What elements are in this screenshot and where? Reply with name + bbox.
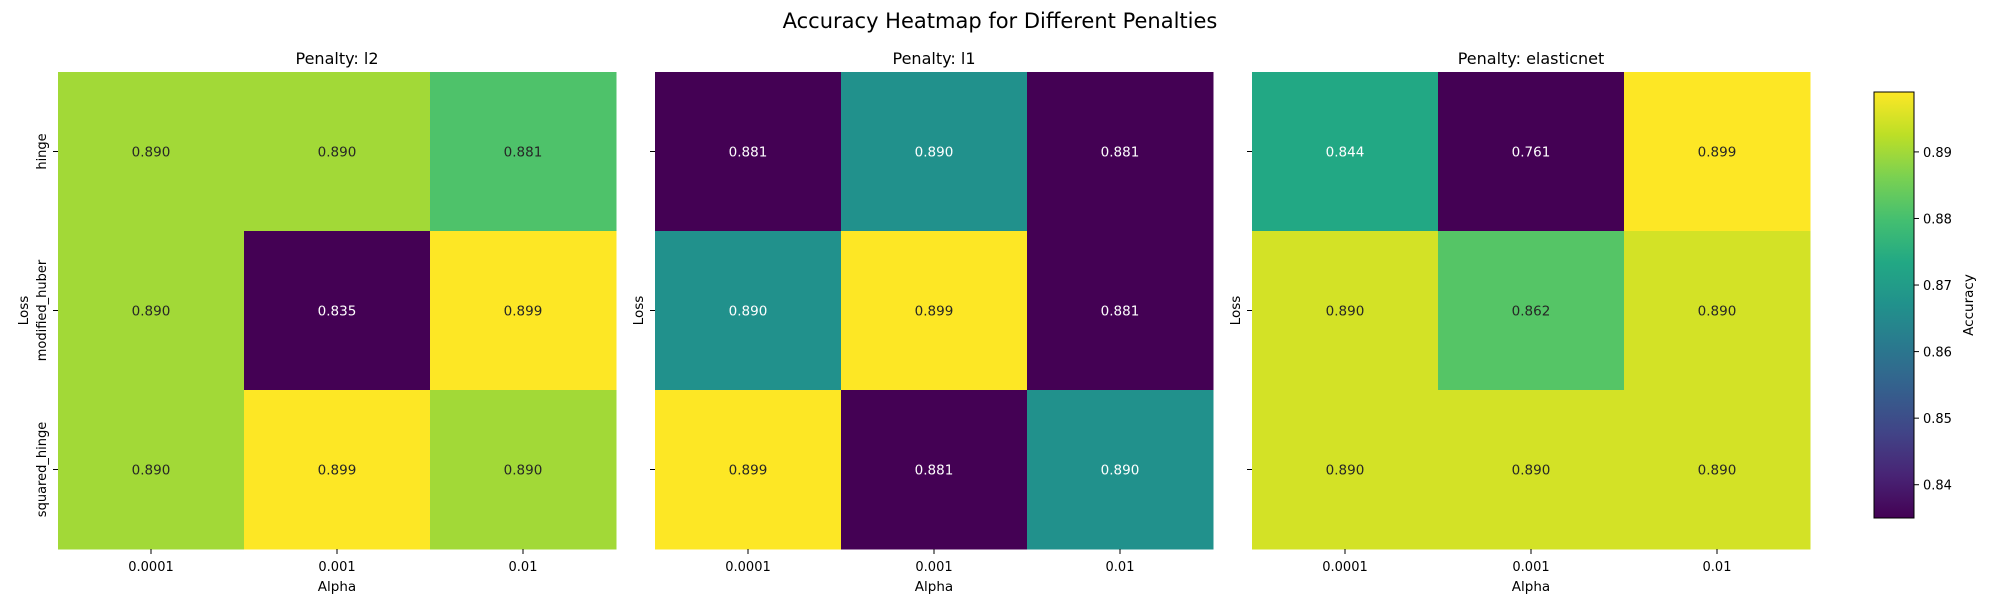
cell-value-label: 0.899 (504, 304, 543, 320)
heatmap-cell (58, 390, 245, 550)
figure-title: Accuracy Heatmap for Different Penalties (783, 9, 1218, 33)
cell-value-label: 0.890 (318, 145, 357, 161)
cell-value-label: 0.890 (1698, 463, 1737, 479)
heatmap-cell (430, 231, 617, 391)
heatmap-cell (841, 72, 1028, 232)
heatmap-cell (430, 390, 617, 550)
cell-value-label: 0.890 (1326, 304, 1365, 320)
cell-value-label: 0.890 (132, 463, 171, 479)
y-axis-label: Loss (16, 296, 32, 326)
cell-value-label: 0.890 (1698, 304, 1737, 320)
heatmap-cell (1252, 390, 1439, 550)
cell-value-label: 0.761 (1512, 145, 1551, 161)
x-axis-label: Alpha (915, 579, 953, 595)
panel-title: Penalty: l2 (296, 49, 379, 68)
heatmap-cell (655, 390, 842, 550)
colorbar-gradient (1873, 91, 1915, 519)
y-tick-label: hinge (35, 133, 50, 169)
cell-value-label: 0.890 (915, 145, 954, 161)
heatmap-cell (244, 390, 431, 550)
x-tick-label: 0.0001 (725, 560, 771, 575)
panel-1: Penalty: l2 0.890 0.890 0.881 0.890 0.835 0.89… (16, 49, 617, 595)
heatmap-cell (1624, 390, 1811, 550)
colorbar-tick-label: 0.85 (1923, 412, 1952, 427)
panel-title: Penalty: elasticnet (1458, 49, 1605, 68)
heatmap-cell (58, 231, 245, 391)
panel-title: Penalty: l1 (893, 49, 976, 68)
heatmap-cell (655, 72, 842, 232)
cell-value-label: 0.881 (729, 145, 768, 161)
cell-value-label: 0.862 (1512, 304, 1551, 320)
cell-value-label: 0.890 (1512, 463, 1551, 479)
heatmap-cell (244, 72, 431, 232)
heatmap-cell (655, 231, 842, 391)
x-tick-label: 0.01 (1106, 560, 1135, 575)
cell-value-label: 0.881 (1101, 304, 1140, 320)
heatmap-cell (1252, 231, 1439, 391)
heatmap-cell (1624, 72, 1811, 232)
x-axis-label: Alpha (1512, 579, 1550, 595)
colorbar-tick-label: 0.86 (1923, 346, 1952, 361)
colorbar-tick-label: 0.89 (1923, 146, 1952, 161)
x-tick-label: 0.001 (318, 560, 355, 575)
cell-value-label: 0.899 (318, 463, 357, 479)
cell-value-label: 0.899 (729, 463, 768, 479)
x-axis-label: Alpha (318, 579, 356, 595)
cell-value-label: 0.890 (1326, 463, 1365, 479)
cell-value-label: 0.844 (1326, 145, 1365, 161)
cell-value-label: 0.890 (729, 304, 768, 320)
cell-value-label: 0.899 (915, 304, 954, 320)
heatmap-cell (1252, 72, 1439, 232)
x-tick-label: 0.01 (1703, 560, 1732, 575)
cell-value-label: 0.835 (318, 304, 357, 320)
x-tick-label: 0.0001 (1322, 560, 1368, 575)
y-tick-label: squared_hinge (35, 422, 50, 517)
cell-value-label: 0.881 (504, 145, 543, 161)
heatmap-cell (1624, 231, 1811, 391)
x-tick-label: 0.001 (1512, 560, 1549, 575)
colorbar: 0.84 0.85 0.86 0.87 0.88 0.89 Accuracy (1873, 91, 1977, 519)
colorbar-label: Accuracy (1961, 274, 1977, 336)
cell-value-label: 0.890 (1101, 463, 1140, 479)
colorbar-tick-label: 0.84 (1923, 479, 1952, 494)
y-axis-label: Loss (1228, 296, 1244, 326)
heatmap-cell (1438, 72, 1625, 232)
heatmap-panels: Penalty: l2 0.890 0.890 0.881 0.890 0.835 0.89… (16, 49, 1811, 595)
heatmap-cell (244, 231, 431, 391)
heatmap-cell (1027, 390, 1214, 550)
x-tick-label: 0.0001 (128, 560, 174, 575)
cell-value-label: 0.881 (915, 463, 954, 479)
panel-2: Penalty: l1 0.881 0.890 0.881 0.890 0.899 0.88… (631, 49, 1214, 595)
y-tick-label: modified_huber (35, 259, 50, 361)
cell-value-label: 0.890 (132, 304, 171, 320)
cell-value-label: 0.890 (504, 463, 543, 479)
y-axis-label: Loss (631, 296, 647, 326)
heatmap-cell (1438, 390, 1625, 550)
heatmap-cell (1027, 231, 1214, 391)
heatmap-cell (58, 72, 245, 232)
heatmap-cell (841, 231, 1028, 391)
x-tick-label: 0.01 (509, 560, 538, 575)
panel-3: Penalty: elasticnet 0.844 0.761 0.899 0.890 0… (1228, 49, 1811, 595)
cell-value-label: 0.899 (1698, 145, 1737, 161)
heatmap-cell (841, 390, 1028, 550)
heatmap-cell (1438, 231, 1625, 391)
cell-value-label: 0.890 (132, 145, 171, 161)
heatmap-cell (430, 72, 617, 232)
colorbar-tick-label: 0.88 (1923, 212, 1952, 227)
colorbar-tick-label: 0.87 (1923, 279, 1952, 294)
x-tick-label: 0.001 (915, 560, 952, 575)
cell-value-label: 0.881 (1101, 145, 1140, 161)
heatmap-cell (1027, 72, 1214, 232)
